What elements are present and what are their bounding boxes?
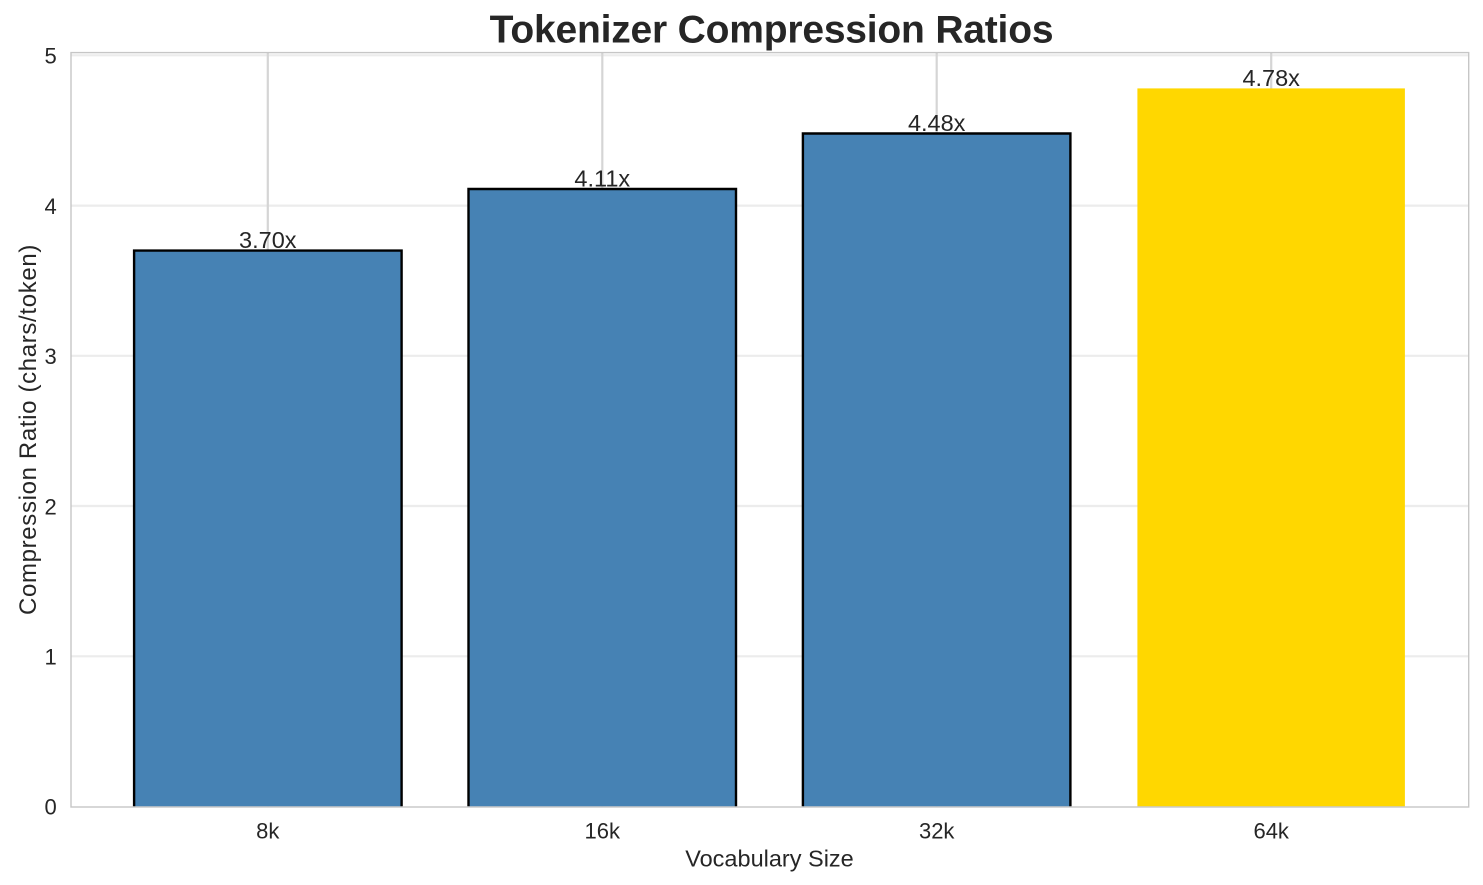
svg-text:8k: 8k — [256, 818, 280, 843]
svg-text:0: 0 — [45, 795, 57, 820]
svg-text:4.11x: 4.11x — [574, 166, 630, 192]
svg-text:3.70x: 3.70x — [239, 227, 297, 253]
svg-text:4: 4 — [45, 194, 57, 219]
svg-text:1: 1 — [45, 645, 57, 670]
svg-text:4.48x: 4.48x — [908, 110, 966, 136]
svg-text:Tokenizer Compression Ratios: Tokenizer Compression Ratios — [490, 8, 1054, 51]
svg-text:4.78x: 4.78x — [1242, 65, 1300, 91]
svg-text:16k: 16k — [585, 818, 621, 843]
svg-text:Compression Ratio (chars/token: Compression Ratio (chars/token) — [15, 244, 42, 615]
svg-text:5: 5 — [45, 44, 57, 69]
svg-text:64k: 64k — [1253, 818, 1289, 843]
svg-text:2: 2 — [45, 494, 57, 519]
svg-text:3: 3 — [45, 344, 57, 369]
svg-text:32k: 32k — [919, 818, 955, 843]
svg-text:Vocabulary Size: Vocabulary Size — [685, 846, 854, 872]
